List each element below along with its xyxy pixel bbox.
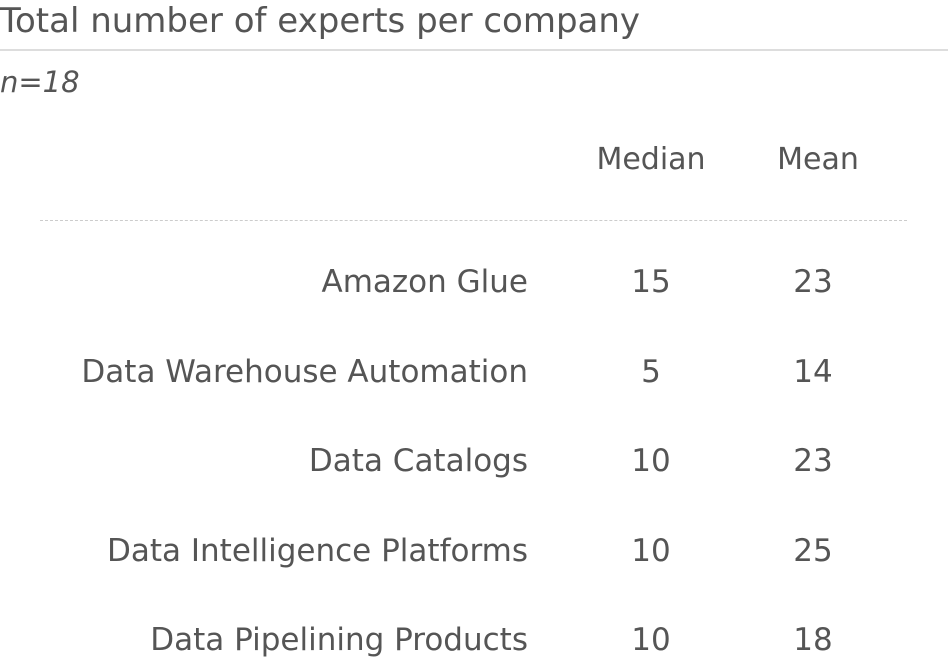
- row-label: Amazon Glue: [321, 264, 529, 300]
- mean-cell: 18: [793, 622, 833, 658]
- row-label: Data Catalogs: [308, 443, 528, 479]
- row-label: Data Pipelining Products: [150, 622, 528, 658]
- median-cell: 10: [631, 443, 671, 479]
- row-label: Data Warehouse Automation: [81, 353, 528, 390]
- median-cell: 15: [631, 264, 671, 300]
- median-cell: 10: [631, 622, 671, 658]
- mean-cell: 25: [793, 532, 833, 569]
- column-header: Mean: [777, 142, 859, 177]
- title-rule: [0, 49, 948, 51]
- mean-cell: 23: [793, 264, 833, 300]
- median-cell: 5: [641, 353, 661, 390]
- header-rule: [40, 220, 907, 221]
- row-label: Data Intelligence Platforms: [107, 532, 528, 569]
- subtitle: n=18: [0, 65, 80, 99]
- title: Total number of experts per company: [0, 1, 641, 41]
- mean-cell: 23: [793, 443, 833, 479]
- column-header: Median: [596, 142, 706, 177]
- median-cell: 10: [631, 532, 671, 569]
- mean-cell: 14: [793, 353, 833, 390]
